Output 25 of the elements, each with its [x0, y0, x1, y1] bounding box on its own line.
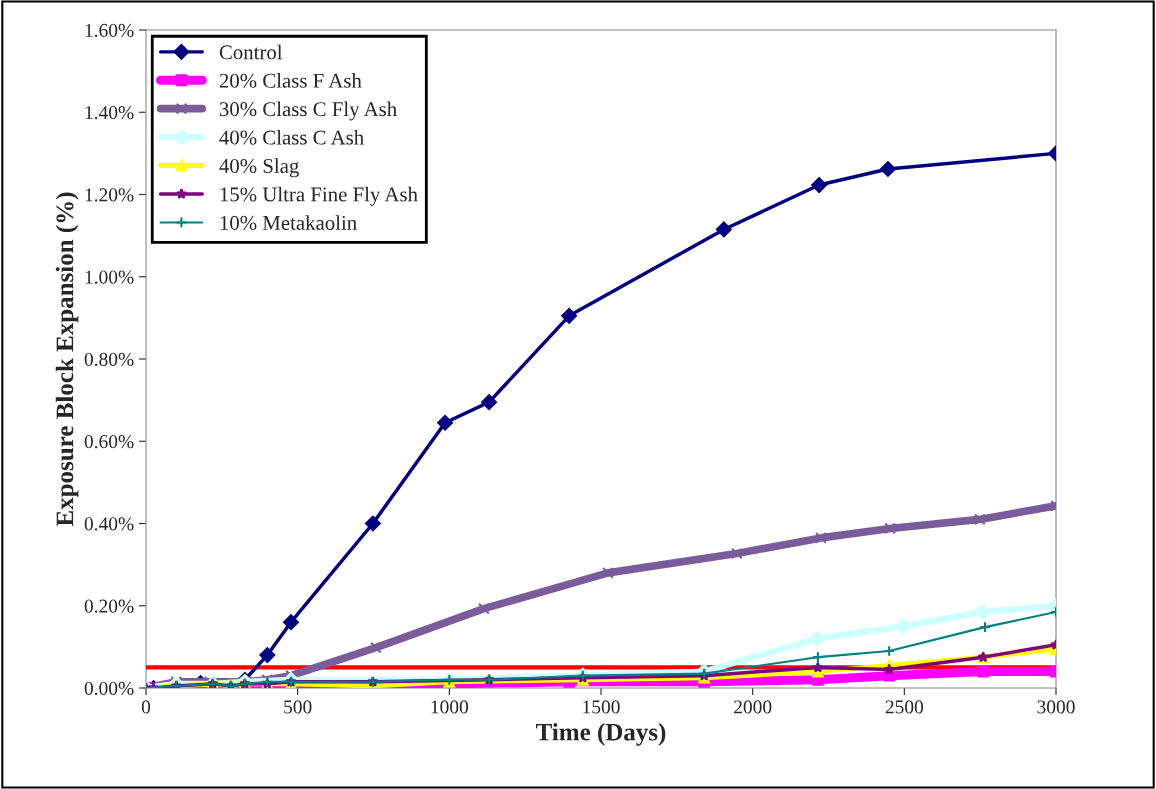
y-tick-label: 1.00% [85, 270, 134, 284]
x-tick-label: 500 [284, 700, 312, 714]
y-axis-title: Exposure Block Expansion (%) [55, 192, 79, 527]
y-tick-label: 0.00% [84, 681, 134, 696]
y-tick-label: 0.80% [84, 352, 134, 367]
x-tick-label: 1000 [431, 700, 469, 714]
legend-label: 40% Class C Ash [219, 129, 364, 145]
legend-label: 10% Metakaolin [220, 215, 357, 230]
legend-label: 30% Class C Fly Ash [219, 101, 397, 121]
x-tick-label: 1500 [583, 700, 620, 714]
y-tick-label: 1.40% [85, 106, 134, 120]
x-tick-label: 0 [141, 700, 151, 714]
legend-label: 20% Class F Ash [219, 73, 362, 88]
y-tick-label: 0.40% [84, 517, 134, 531]
x-tick-label: 2000 [734, 700, 772, 714]
legend-label: 15% Ultra Fine Fly Ash [220, 186, 418, 206]
y-tick-label: 1.20% [85, 188, 134, 202]
legend-label: Control [219, 44, 283, 60]
legend-label: 40% Slag [219, 158, 299, 178]
x-axis-title: Time (Days) [536, 722, 666, 746]
y-tick-label: 0.20% [84, 599, 134, 613]
x-tick-label: 2500 [885, 700, 924, 714]
y-tick-label: 1.60% [85, 23, 134, 38]
x-tick-label: 3000 [1037, 700, 1075, 714]
y-tick-label: 0.60% [84, 435, 134, 449]
